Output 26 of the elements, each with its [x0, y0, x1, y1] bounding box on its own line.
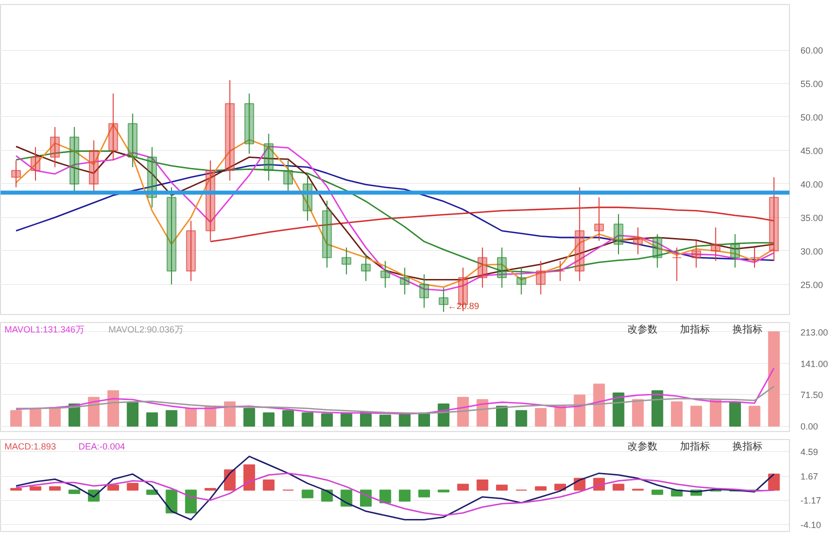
y-tick-label: 141.00 [800, 359, 828, 370]
text: MAVOL1:131.346万 [4, 324, 84, 334]
text: MACD:1.893 [4, 442, 56, 452]
y-tick-label: -4.10 [800, 520, 822, 530]
text: MAVOL2:90.036万 [108, 324, 184, 334]
y-tick-label: 50.00 [800, 112, 824, 122]
y-tick-label: 1.67 [800, 472, 818, 482]
y-tick-label: 55.00 [800, 79, 824, 90]
y-tick-label: 35.00 [800, 212, 824, 223]
annotation: 换指标 [732, 324, 762, 336]
y-tick-label: 213.00 [800, 327, 828, 338]
y-tick-label: 71.50 [800, 390, 824, 400]
annotation: 改参数 [627, 324, 658, 336]
y-tick-label: 30.00 [800, 246, 824, 256]
y-tick-label: 25.00 [800, 280, 824, 290]
annotation: 改参数 [627, 440, 658, 452]
y-tick-label: 40.00 [800, 179, 824, 190]
y-tick-label: 0.00 [800, 422, 818, 432]
annotation: 加指标 [680, 440, 710, 452]
annotation: 加指标 [680, 324, 710, 336]
y-tick-label: 45.00 [800, 146, 824, 156]
text: DEA:-0.004 [78, 442, 126, 452]
y-tick-label: -1.17 [800, 496, 822, 506]
annotation: 换指标 [732, 440, 762, 452]
y-tick-label: 60.00 [800, 46, 824, 56]
y-tick-label: 4.59 [800, 446, 818, 457]
